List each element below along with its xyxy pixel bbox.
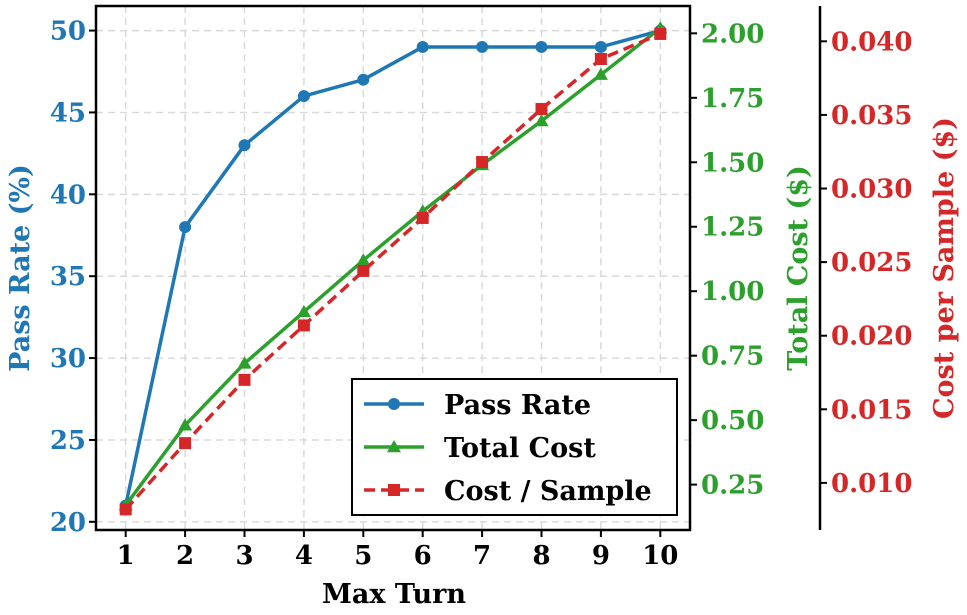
plot-frame: [94, 4, 822, 532]
y-total-cost-tick-label: 0.75: [701, 342, 764, 372]
point-pass-rate: [179, 221, 192, 234]
y-total-cost-tick-label: 1.00: [701, 277, 764, 307]
x-tick-label: 9: [592, 541, 610, 571]
y-axis-title-total-cost: Total Cost ($): [783, 165, 814, 371]
y-total-cost-tick-label: 1.25: [701, 213, 764, 243]
y-total-cost-tick-label: 0.25: [701, 471, 764, 501]
y-cost-per-sample-tick-label: 0.030: [831, 175, 912, 205]
y-axis-title-pass-rate: Pass Rate (%): [5, 164, 36, 372]
y-pass-rate-tick-label: 45: [50, 98, 86, 128]
y-axis-total-cost: 0.25 0.50 0.75 1.00 1.25 1.50 1.75 2.00: [690, 19, 764, 501]
legend-marker-cost-per-sample: [388, 484, 400, 496]
x-tick-label: 6: [414, 541, 432, 571]
x-axis: 1 2 3 4 5 6 7 8 9 10: [117, 530, 678, 571]
point-total-cost: [178, 418, 193, 431]
point-pass-rate: [535, 40, 548, 53]
y-total-cost-tick-label: 2.00: [701, 19, 764, 49]
point-pass-rate: [297, 90, 310, 103]
legend-label-cost-per-sample: Cost / Sample: [444, 476, 652, 507]
point-cost-per-sample: [594, 52, 607, 65]
x-tick-label: 1: [117, 541, 135, 571]
legend-marker-total-cost: [387, 440, 401, 453]
point-cost-per-sample: [179, 437, 192, 450]
series-layer: [118, 21, 668, 516]
point-cost-per-sample: [297, 319, 310, 332]
point-cost-per-sample: [654, 27, 667, 40]
y-axis-cost-per-sample: 0.010 0.015 0.020 0.025 0.030 0.035 0.040: [820, 27, 912, 499]
y-cost-per-sample-tick-label: 0.040: [831, 27, 912, 57]
legend-label-total-cost: Total Cost: [444, 433, 596, 464]
x-tick-label: 10: [642, 541, 678, 571]
legend: Pass Rate Total Cost Cost / Sample: [351, 378, 678, 516]
series-line-cost-per-sample: [124, 32, 661, 511]
legend-item-pass-rate: Pass Rate: [364, 390, 591, 421]
point-total-cost: [237, 356, 252, 369]
x-tick-label: 8: [532, 541, 550, 571]
series-line-pass-rate: [123, 28, 661, 506]
y-axis-title-cost-per-sample: Cost per Sample ($): [929, 117, 960, 419]
point-pass-rate: [357, 73, 370, 86]
point-pass-rate: [476, 40, 489, 53]
y-pass-rate-tick-label: 50: [50, 17, 86, 47]
y-cost-per-sample-tick-label: 0.010: [831, 469, 912, 499]
point-pass-rate: [594, 40, 607, 53]
point-cost-per-sample: [476, 156, 489, 169]
y-pass-rate-tick-label: 35: [50, 262, 86, 292]
point-pass-rate: [238, 139, 251, 152]
y-total-cost-tick-label: 1.50: [701, 148, 764, 178]
point-cost-per-sample: [357, 264, 370, 277]
point-cost-per-sample: [416, 211, 429, 224]
series-cost-per-sample: [119, 27, 667, 516]
point-cost-per-sample: [535, 103, 548, 116]
x-tick-label: 2: [176, 541, 194, 571]
x-tick-label: 5: [354, 541, 372, 571]
x-tick-label: 7: [473, 541, 491, 571]
point-pass-rate: [416, 40, 429, 53]
point-total-cost: [534, 114, 549, 127]
x-tick-label: 3: [235, 541, 253, 571]
y-axis-pass-rate: 20 25 30 35 40 45 50: [50, 17, 96, 538]
plot-border: [94, 4, 692, 532]
y-total-cost-tick-label: 1.75: [701, 84, 764, 114]
legend-label-pass-rate: Pass Rate: [444, 390, 591, 421]
series-line-total-cost: [124, 26, 662, 507]
x-axis-title: Max Turn: [322, 579, 466, 610]
y-pass-rate-tick-label: 30: [50, 344, 86, 374]
y-cost-per-sample-tick-label: 0.020: [831, 322, 912, 352]
point-cost-per-sample: [238, 373, 251, 386]
y-pass-rate-tick-label: 25: [50, 426, 86, 456]
x-tick-label: 4: [295, 541, 313, 571]
point-total-cost: [356, 253, 371, 266]
point-total-cost: [296, 304, 311, 318]
legend-item-total-cost: Total Cost: [364, 433, 596, 464]
point-total-cost: [593, 67, 608, 80]
y-cost-per-sample-tick-label: 0.035: [831, 101, 912, 131]
y-pass-rate-tick-label: 40: [50, 180, 86, 210]
y-cost-per-sample-tick-label: 0.015: [831, 395, 912, 425]
y-total-cost-tick-label: 0.50: [701, 406, 764, 436]
legend-item-cost-per-sample: Cost / Sample: [364, 476, 652, 507]
y-pass-rate-tick-label: 20: [50, 508, 86, 538]
point-cost-per-sample: [119, 503, 132, 516]
legend-marker-pass-rate: [388, 398, 400, 410]
y-cost-per-sample-tick-label: 0.025: [831, 248, 912, 278]
